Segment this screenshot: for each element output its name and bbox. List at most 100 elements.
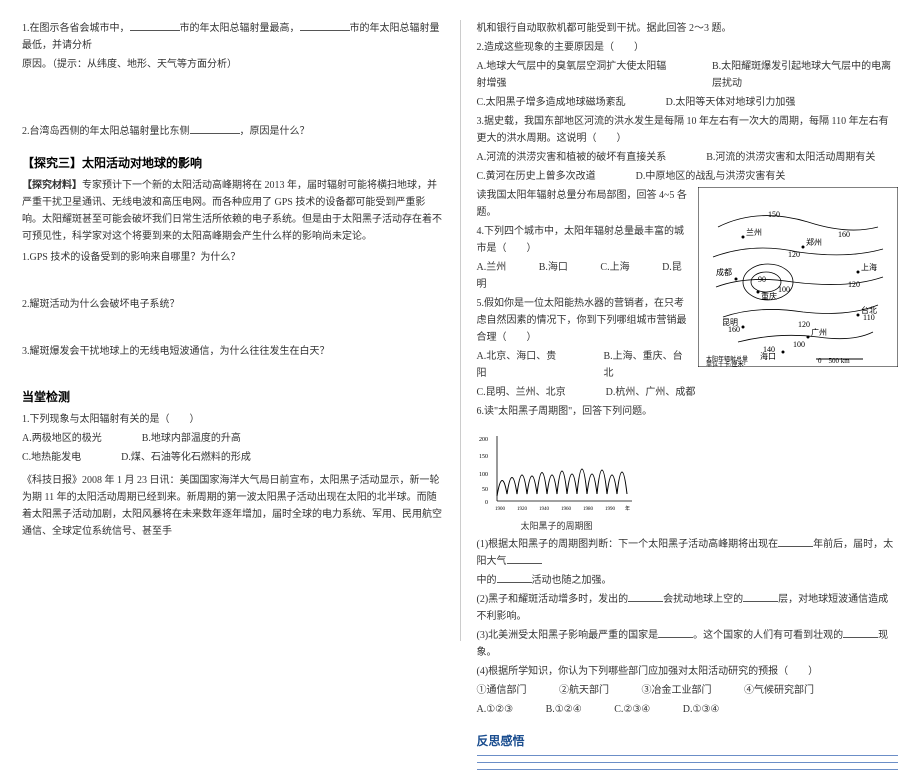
r-q5-b: B.上海、重庆、台北 bbox=[604, 348, 690, 382]
inquiry3-title: 【探究三】太阳活动对地球的影响 bbox=[22, 154, 444, 171]
t: (2)黑子和耀斑活动增多时，发出的 bbox=[477, 594, 629, 605]
q2-text: 2.台湾岛西侧的年太阳总辐射量比东侧 bbox=[22, 126, 190, 137]
blank bbox=[300, 21, 350, 31]
svg-text:1920: 1920 bbox=[517, 507, 528, 512]
r-q3-d: D.中原地区的战乱与洪涝灾害有关 bbox=[636, 168, 786, 185]
r-top: 机和银行自动取款机都可能受到干扰。据此回答 2～3 题。 bbox=[477, 20, 899, 37]
blank bbox=[778, 537, 813, 547]
r-q3-b: B.河流的洪涝灾害和太阳活动周期有关 bbox=[706, 149, 875, 166]
q2-tail: ，原因是什么？ bbox=[240, 126, 310, 137]
svg-text:100: 100 bbox=[479, 472, 488, 478]
right-column: 机和银行自动取款机都可能受到干扰。据此回答 2～3 题。 2.造成这些现象的主要… bbox=[465, 20, 911, 641]
blank bbox=[658, 628, 693, 638]
svg-text:1960: 1960 bbox=[561, 507, 572, 512]
t: ③冶金工业部门 bbox=[642, 685, 712, 696]
t: ①通信部门 bbox=[477, 685, 527, 696]
r-q5-d: D.杭州、广州、成都 bbox=[606, 384, 696, 401]
r-q6-2: (2)黑子和耀斑活动增多时，发出的会扰动地球上空的层，对地球短波通信造成不利影响… bbox=[477, 591, 899, 625]
t: ②航天部门 bbox=[559, 685, 609, 696]
t-news: 《科技日报》2008 年 1 月 23 日讯：美国国家海洋大气局日前宣布，太阳黑… bbox=[22, 472, 444, 540]
china-map-svg: 150 160 120 90 100 120 160 120 110 100 1… bbox=[698, 187, 898, 367]
blank bbox=[628, 592, 663, 602]
r-q5-c: C.昆明、兰州、北京 bbox=[477, 384, 566, 401]
svg-text:昆明: 昆明 bbox=[722, 318, 738, 327]
q1-line1: 1.在图示各省会城市中，市的年太阳总辐射量最高，市的年太阳总辐射量最低，并请分析 bbox=[22, 20, 444, 54]
blank bbox=[843, 628, 878, 638]
t: D.①③④ bbox=[683, 704, 720, 715]
blank bbox=[743, 592, 778, 602]
r-q6-1: (1)根据太阳黑子的周期图判断：下一个太阳黑子活动高峰期将出现在年前后，届时，太… bbox=[477, 536, 899, 570]
r-q2-a: A.地球大气层中的臭氧层空洞扩大使太阳辐射增强 bbox=[477, 58, 672, 92]
r-q3-row1: A.河流的洪涝灾害和植被的破坏有直接关系 B.河流的洪涝灾害和太阳活动周期有关 bbox=[477, 149, 899, 168]
r-q6-3: (3)北美洲受太阳黑子影响最严重的国家是。这个国家的人们有可看到壮观的现象。 bbox=[477, 627, 899, 661]
q1-pre: 1.在图示各省会城市中， bbox=[22, 23, 130, 34]
r-q6: 6.读"太阳黑子周期图"，回答下列问题。 bbox=[477, 403, 899, 420]
t: ④气候研究部门 bbox=[744, 685, 814, 696]
inq-q1: 1.GPS 技术的设备受到的影响来自哪里？为什么？ bbox=[22, 249, 444, 266]
svg-text:100: 100 bbox=[793, 340, 805, 349]
r-q6-4-opts: A.①②③ B.①②④ C.②③④ D.①③④ bbox=[477, 701, 899, 718]
svg-text:郑州: 郑州 bbox=[806, 237, 822, 247]
svg-text:200: 200 bbox=[479, 437, 488, 443]
svg-text:1900: 1900 bbox=[495, 507, 506, 512]
sunspot-chart-svg: 200 150 100 50 0 1900 1920 1940 1960 198… bbox=[477, 426, 637, 516]
r-q4-d: D.昆明 bbox=[477, 262, 682, 290]
svg-text:台北: 台北 bbox=[861, 305, 877, 315]
inq-q3: 3.耀斑爆发会干扰地球上的无线电短波通信，为什么往往发生在白天？ bbox=[22, 343, 444, 360]
t-q1: 1.下列现象与太阳辐射有关的是（ ） bbox=[22, 411, 444, 428]
t-q1-opts-row1: A.两极地区的极光 B.地球内部温度的升高 bbox=[22, 430, 444, 449]
svg-text:100: 100 bbox=[778, 285, 790, 294]
r-q5-row2: C.昆明、兰州、北京 D.杭州、广州、成都 bbox=[477, 384, 899, 403]
svg-text:重庆: 重庆 bbox=[761, 291, 777, 301]
chart-caption: 太阳黑子的周期图 bbox=[477, 519, 637, 532]
blank bbox=[190, 124, 240, 134]
reflect-line bbox=[477, 755, 899, 756]
svg-text:90: 90 bbox=[758, 275, 766, 284]
inq-q2: 2.耀斑活动为什么会破坏电子系统？ bbox=[22, 296, 444, 313]
r-q5-a: A.北京、海口、贵阳 bbox=[477, 348, 564, 382]
svg-text:年: 年 bbox=[625, 505, 630, 512]
blank bbox=[507, 554, 542, 564]
svg-text:单位千卡/厘米²: 单位千卡/厘米² bbox=[706, 360, 746, 367]
t: 。这个国家的人们有可看到壮观的 bbox=[693, 630, 843, 641]
blank bbox=[130, 21, 180, 31]
r-q3-a: A.河流的洪涝灾害和植被的破坏有直接关系 bbox=[477, 149, 667, 166]
r-q6-4-nums: ①通信部门 ②航天部门 ③冶金工业部门 ④气候研究部门 bbox=[477, 682, 899, 699]
r-q4-b: B.海口 bbox=[539, 262, 568, 273]
column-divider bbox=[460, 20, 461, 641]
r-q3: 3.据史载，我国东部地区河流的洪水发生是每隔 10 年左右有一次大的周期，每隔 … bbox=[477, 113, 899, 147]
svg-text:120: 120 bbox=[788, 250, 800, 259]
svg-text:0: 0 bbox=[485, 500, 488, 506]
r-q2-c: C.太阳黑子增多造成地球磁场紊乱 bbox=[477, 94, 626, 111]
q1-mid1: 市的年太阳总辐射量最高， bbox=[180, 23, 300, 34]
t: 会扰动地球上空的 bbox=[663, 594, 743, 605]
reflect-line bbox=[477, 762, 899, 763]
svg-text:广州: 广州 bbox=[811, 327, 827, 337]
t-q1-opts-row2: C.地热能发电 D.煤、石油等化石燃料的形成 bbox=[22, 449, 444, 468]
r-q6-4txt: (4)根据所学知识，你认为下列哪些部门应加强对太阳活动研究的预报（ ） bbox=[477, 663, 899, 680]
inquiry3-p1: 专家预计下一个新的太阳活动高峰期将在 2013 年，届时辐射可能将横扫地球，并严… bbox=[22, 180, 442, 242]
r-q2-d: D.太阳等天体对地球引力加强 bbox=[666, 94, 796, 111]
r-q2: 2.造成这些现象的主要原因是（ ） bbox=[477, 39, 899, 56]
q1-line2: 原因。（提示：从纬度、地形、天气等方面分析） bbox=[22, 56, 444, 73]
svg-text:海口: 海口 bbox=[760, 351, 776, 361]
sunspot-chart: 200 150 100 50 0 1900 1920 1940 1960 198… bbox=[477, 426, 899, 532]
t: 中的 bbox=[477, 575, 497, 586]
map-figure: 150 160 120 90 100 120 160 120 110 100 1… bbox=[698, 187, 898, 370]
r-q2-row2: C.太阳黑子增多造成地球磁场紊乱 D.太阳等天体对地球引力加强 bbox=[477, 94, 899, 113]
t: 活动也随之加强。 bbox=[532, 575, 612, 586]
svg-text:1990: 1990 bbox=[605, 507, 616, 512]
q2: 2.台湾岛西侧的年太阳总辐射量比东侧 ，原因是什么？ bbox=[22, 123, 444, 140]
reflect-title: 反思感悟 bbox=[477, 732, 899, 749]
inquiry3-label: 【探究材料】 bbox=[22, 180, 82, 191]
svg-text:120: 120 bbox=[848, 280, 860, 289]
svg-text:150: 150 bbox=[768, 210, 780, 219]
t-q1-d: D.煤、石油等化石燃料的形成 bbox=[121, 449, 251, 466]
t-q1-c: C.地热能发电 bbox=[22, 449, 81, 466]
t: B.①②④ bbox=[546, 704, 582, 715]
svg-text:160: 160 bbox=[838, 230, 850, 239]
svg-text:120: 120 bbox=[798, 320, 810, 329]
r-q2-row1: A.地球大气层中的臭氧层空洞扩大使太阳辐射增强 B.太阳耀斑爆发引起地球大气层中… bbox=[477, 58, 899, 94]
svg-text:50: 50 bbox=[482, 487, 488, 493]
svg-text:兰州: 兰州 bbox=[746, 227, 762, 237]
